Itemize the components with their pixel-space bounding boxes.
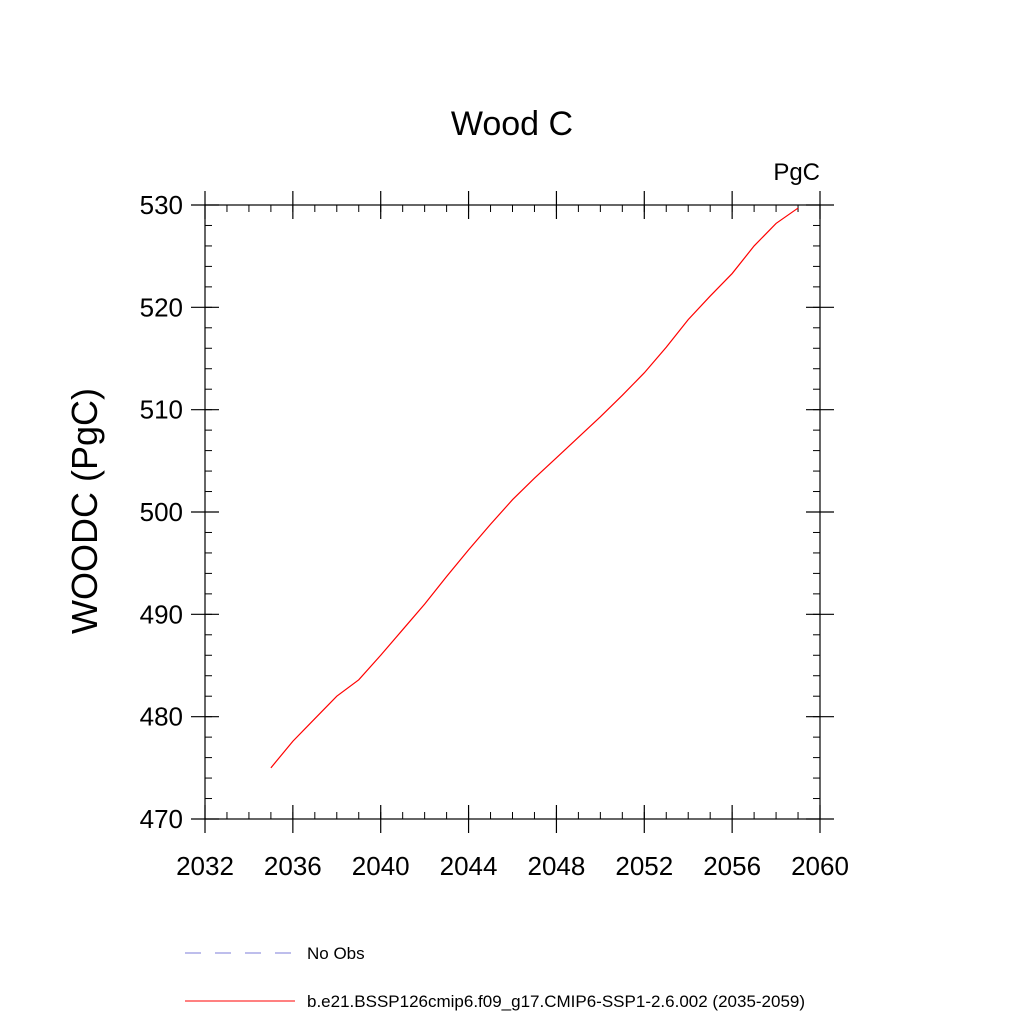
legend-label: No Obs <box>307 944 365 963</box>
y-tick-label: 510 <box>140 395 183 425</box>
y-tick-label: 530 <box>140 190 183 220</box>
legend: No Obs b.e21.BSSP126cmip6.f09_g17.CMIP6-S… <box>185 944 805 1011</box>
plot-frame <box>204 204 821 820</box>
chart-title: Wood C <box>451 105 573 143</box>
x-tick-label: 2032 <box>176 851 234 881</box>
y-tick-label: 480 <box>140 702 183 732</box>
x-tick-label: 2060 <box>791 851 849 881</box>
x-tick-label: 2052 <box>615 851 673 881</box>
y-tick-label: 500 <box>140 497 183 527</box>
x-tick-label: 2044 <box>440 851 498 881</box>
series-line <box>270 207 799 769</box>
x-tick-label: 2048 <box>528 851 586 881</box>
x-tick-label: 2056 <box>703 851 761 881</box>
y-axis-label: WOODC (PgC) <box>64 388 105 634</box>
y-tick-label: 490 <box>140 599 183 629</box>
plot-area: 2032 2036 2040 2044 2048 2052 2056 2060 470 480 49… <box>140 190 849 881</box>
units-label: PgC <box>773 159 820 186</box>
y-tick-label: 470 <box>140 804 183 834</box>
y-tick-label: 520 <box>140 292 183 322</box>
x-tick-label: 2040 <box>352 851 410 881</box>
x-tick-label: 2036 <box>264 851 322 881</box>
legend-label: b.e21.BSSP126cmip6.f09_g17.CMIP6-SSP1-2.… <box>307 992 805 1011</box>
